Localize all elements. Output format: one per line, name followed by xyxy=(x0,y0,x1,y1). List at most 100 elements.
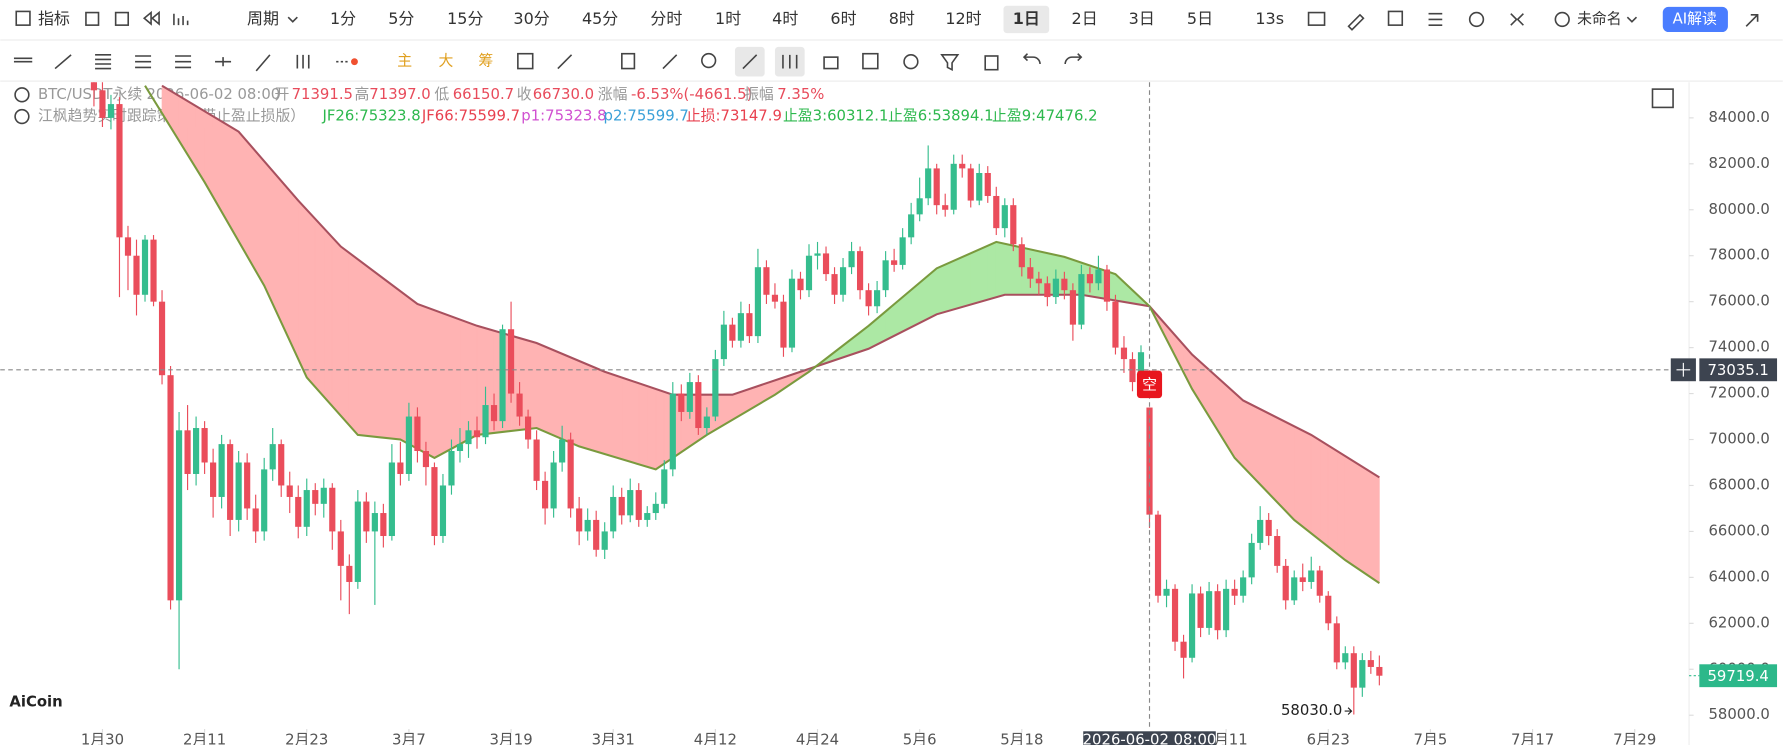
copy-tool[interactable] xyxy=(621,52,636,70)
indicator-line xyxy=(144,85,1380,584)
ruler-tool[interactable] xyxy=(662,54,678,70)
overlay-tool[interactable]: 大 xyxy=(438,52,453,70)
band-fill xyxy=(1251,404,1261,486)
period-button[interactable]: 分时 xyxy=(650,9,682,28)
brush-tool[interactable] xyxy=(255,54,271,72)
period-button[interactable]: 5分 xyxy=(388,9,414,28)
tool-icon[interactable] xyxy=(13,57,33,63)
candle-body xyxy=(644,513,651,520)
period-button[interactable]: 30分 xyxy=(513,9,549,28)
parallel-tool[interactable] xyxy=(95,54,112,70)
undo-tool[interactable] xyxy=(1022,53,1041,65)
band-fill xyxy=(587,364,597,452)
more-dot xyxy=(351,58,358,66)
candle-body xyxy=(456,444,464,452)
collapse-icon[interactable] xyxy=(14,87,30,103)
layout-icon[interactable] xyxy=(114,11,130,26)
template-icon[interactable] xyxy=(85,11,100,26)
period-button[interactable]: 45分 xyxy=(582,9,618,28)
share-icon[interactable] xyxy=(1387,10,1404,26)
cross-tool[interactable] xyxy=(215,57,232,67)
zoom-tool[interactable] xyxy=(701,52,717,69)
chart-type-icon[interactable] xyxy=(173,13,189,26)
period-button[interactable]: 3日 xyxy=(1129,9,1155,28)
strategy-value: JF26:75323.8 xyxy=(321,107,420,125)
indicator-button[interactable]: 指标 xyxy=(38,9,70,28)
band-fill xyxy=(655,388,665,471)
candle-body xyxy=(1154,514,1162,596)
active-period-bg[interactable] xyxy=(1003,5,1050,34)
delete-tool[interactable] xyxy=(984,55,999,71)
pattern-tool[interactable] xyxy=(296,54,310,69)
candle-body xyxy=(993,195,1000,229)
last-price: 59719.4 xyxy=(1707,667,1768,685)
candle-body xyxy=(303,490,310,527)
edit-tool[interactable] xyxy=(862,52,879,70)
period-menu[interactable]: 周期 xyxy=(247,9,279,28)
period-button[interactable]: 6时 xyxy=(830,9,856,28)
fullscreen-icon[interactable] xyxy=(1510,13,1524,26)
ai-button[interactable]: AI解读 xyxy=(1673,9,1717,27)
period-button[interactable]: 2日 xyxy=(1072,9,1098,28)
strategy-value: 止盈9:47476.2 xyxy=(992,107,1098,125)
period-button[interactable]: 15分 xyxy=(447,9,483,28)
trendline-tool[interactable] xyxy=(54,54,72,70)
magnet-tool[interactable] xyxy=(517,52,534,70)
candle-body xyxy=(218,444,225,497)
period-button[interactable]: 1时 xyxy=(715,9,741,28)
pen-tool[interactable] xyxy=(742,54,758,70)
candle-body xyxy=(90,82,98,91)
redo-tool[interactable] xyxy=(1064,53,1083,65)
countdown: 13s xyxy=(1255,9,1284,28)
hline-tool[interactable] xyxy=(175,55,192,69)
band-fill xyxy=(1276,417,1287,512)
replay-icon[interactable] xyxy=(142,10,160,26)
cloud-icon[interactable] xyxy=(1554,11,1570,28)
legend-value: 66730.0 xyxy=(533,85,594,103)
band-fill xyxy=(612,374,623,460)
period-button[interactable]: 5日 xyxy=(1187,9,1213,28)
filter-tool[interactable] xyxy=(940,54,960,71)
period-button[interactable]: 12时 xyxy=(945,9,981,28)
overlay-tool[interactable]: 主 xyxy=(397,52,412,70)
settings-icon[interactable] xyxy=(1468,11,1485,28)
legend-label: 高 xyxy=(354,85,369,103)
draw-icon[interactable] xyxy=(1347,13,1365,31)
y-tick-label: 74000.0 xyxy=(1708,338,1769,356)
maximize-icon[interactable] xyxy=(1651,88,1674,109)
fib-tool[interactable] xyxy=(135,55,152,69)
candle-body xyxy=(1359,660,1366,688)
candle-body xyxy=(1137,352,1145,383)
candle-body xyxy=(1095,269,1102,284)
band-fill xyxy=(629,379,640,465)
candle-tool[interactable] xyxy=(782,54,798,69)
layout-name[interactable]: 未命名 xyxy=(1577,9,1622,27)
legend-label: 收 xyxy=(517,85,532,103)
candle-body xyxy=(839,267,847,295)
overlay-tool[interactable]: 筹 xyxy=(478,52,493,70)
ai-button-bg[interactable] xyxy=(1662,6,1728,32)
period-button[interactable]: 1日 xyxy=(1013,9,1040,28)
candle-body xyxy=(1316,570,1323,596)
screenshot-icon[interactable] xyxy=(1307,11,1326,26)
band-fill xyxy=(1353,460,1363,573)
period-button[interactable]: 8时 xyxy=(889,9,915,28)
list-icon[interactable] xyxy=(1428,12,1443,26)
band-fill xyxy=(1336,450,1346,561)
period-button[interactable]: 1分 xyxy=(330,9,356,28)
expand-icon[interactable] xyxy=(1745,14,1759,27)
collapse-icon[interactable] xyxy=(14,108,30,125)
candle-body xyxy=(916,198,923,215)
strategy-value: 止损:73147.9 xyxy=(686,107,782,125)
candle-body xyxy=(925,168,932,199)
lock-tool[interactable] xyxy=(823,56,839,70)
link-tool[interactable] xyxy=(903,54,919,70)
candle-body xyxy=(848,251,855,268)
candle-body xyxy=(1086,274,1094,284)
measure-tool[interactable] xyxy=(557,54,573,70)
band-fill xyxy=(604,371,614,458)
period-button[interactable]: 4时 xyxy=(772,9,798,28)
candle-body xyxy=(124,237,132,256)
band-fill xyxy=(578,360,589,450)
candle-body xyxy=(865,290,872,307)
